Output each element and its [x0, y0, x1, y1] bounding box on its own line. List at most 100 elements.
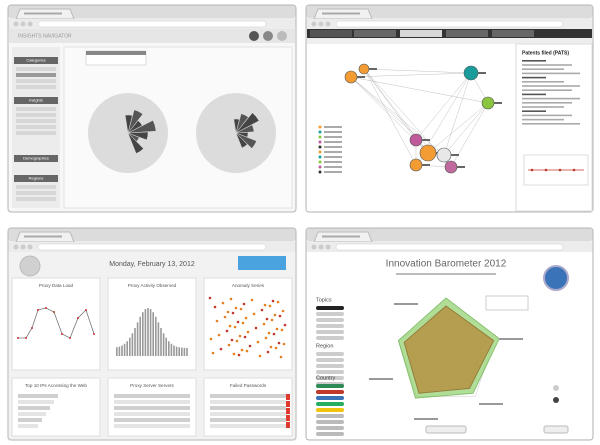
list-item[interactable] [16, 197, 56, 201]
app-tab[interactable] [446, 30, 488, 37]
bottom-button[interactable] [425, 425, 467, 434]
graph-node[interactable] [409, 158, 423, 172]
nav-button[interactable] [13, 21, 19, 27]
list-item[interactable] [16, 85, 56, 89]
anomaly-dot [246, 330, 250, 334]
anomaly-dot [225, 329, 229, 333]
filter-item[interactable] [316, 370, 344, 374]
filter-item[interactable] [316, 390, 344, 394]
address-bar[interactable] [37, 20, 267, 28]
node-label [422, 164, 430, 166]
filter-item[interactable] [316, 306, 344, 310]
nav-button[interactable] [27, 21, 33, 27]
filter-item[interactable] [316, 312, 344, 316]
filter-item[interactable] [316, 336, 344, 340]
radial-wedge [235, 132, 249, 138]
filter-item[interactable] [316, 376, 344, 380]
nav-button[interactable] [325, 21, 331, 27]
filter-item[interactable] [316, 324, 344, 328]
graph-node[interactable] [481, 96, 495, 110]
anomaly-dot [229, 297, 233, 301]
legend-text [324, 146, 342, 148]
panel-title: Top 10 IPs Accessing the Web [25, 383, 87, 388]
filter-item[interactable] [316, 396, 344, 400]
panel-title: Proxy Server Servers [130, 383, 174, 388]
anomaly-dot [228, 324, 232, 328]
filter-item[interactable] [316, 420, 344, 424]
nav-button[interactable] [20, 21, 26, 27]
filter-item[interactable] [316, 330, 344, 334]
filter-item[interactable] [316, 358, 344, 362]
address-bar[interactable] [37, 243, 267, 251]
app-tab[interactable] [354, 30, 396, 37]
list-item[interactable] [16, 79, 56, 83]
filter-item[interactable] [316, 408, 344, 412]
graph-node[interactable] [358, 63, 370, 75]
graph-edge [363, 68, 417, 141]
anomaly-dot [275, 327, 279, 331]
list-item[interactable] [16, 185, 56, 189]
nav-button[interactable] [311, 21, 317, 27]
app-tab[interactable] [400, 30, 442, 37]
filter-item[interactable] [316, 364, 344, 368]
list-item[interactable] [16, 113, 56, 117]
table-row [114, 394, 190, 398]
filter-item[interactable] [316, 384, 344, 388]
icon-button[interactable] [249, 31, 259, 41]
browser-window: Monday, February 13, 2012 Proxy Data Load… [7, 227, 297, 441]
filter-item[interactable] [316, 318, 344, 322]
node-label [457, 166, 465, 168]
icon-button[interactable] [263, 31, 273, 41]
bottom-button[interactable] [543, 425, 569, 434]
legend-text [324, 126, 342, 128]
list-item[interactable] [16, 73, 56, 77]
radial-wedge [127, 109, 144, 134]
info-head [86, 51, 146, 55]
anomaly-dot [250, 298, 254, 302]
graph-node[interactable] [436, 147, 452, 163]
logo [19, 255, 41, 277]
toggle[interactable] [553, 385, 559, 391]
graph-node[interactable] [444, 160, 458, 174]
list-item[interactable] [16, 107, 56, 111]
tab-text [24, 235, 62, 238]
filter-item[interactable] [316, 426, 344, 430]
app-tab[interactable] [492, 30, 534, 37]
radial-wedge [235, 124, 255, 134]
filter-item[interactable] [316, 414, 344, 418]
graph-node[interactable] [344, 70, 358, 84]
action-button[interactable] [238, 256, 286, 270]
nav-button[interactable] [325, 244, 331, 250]
detail-line [522, 85, 580, 87]
graph-node[interactable] [419, 144, 437, 162]
nav-button[interactable] [318, 21, 324, 27]
graph-node[interactable] [463, 65, 479, 81]
list-item[interactable] [16, 191, 56, 195]
activity-bar [136, 322, 139, 356]
filter-item[interactable] [316, 352, 344, 356]
detail-line [522, 93, 546, 96]
list-item[interactable] [16, 119, 56, 123]
nav-button[interactable] [311, 244, 317, 250]
nav-button[interactable] [318, 244, 324, 250]
filter-item[interactable] [316, 432, 344, 436]
graph-node[interactable] [409, 133, 423, 147]
toggle[interactable] [553, 397, 559, 403]
icon-button[interactable] [277, 31, 287, 41]
anomaly-dot [270, 318, 274, 322]
app-tab[interactable] [310, 30, 352, 37]
filter-item[interactable] [316, 402, 344, 406]
anomaly-dot [208, 296, 212, 300]
list-item[interactable] [16, 131, 56, 135]
detail-line [522, 76, 546, 79]
list-item[interactable] [16, 125, 56, 129]
list-item[interactable] [16, 67, 56, 71]
nav-button[interactable] [13, 244, 19, 250]
anomaly-dot [271, 299, 275, 303]
nav-button[interactable] [27, 244, 33, 250]
node-label [451, 154, 459, 156]
address-bar[interactable] [335, 243, 564, 251]
detail-line [522, 81, 564, 83]
address-bar[interactable] [335, 20, 564, 28]
nav-button[interactable] [20, 244, 26, 250]
